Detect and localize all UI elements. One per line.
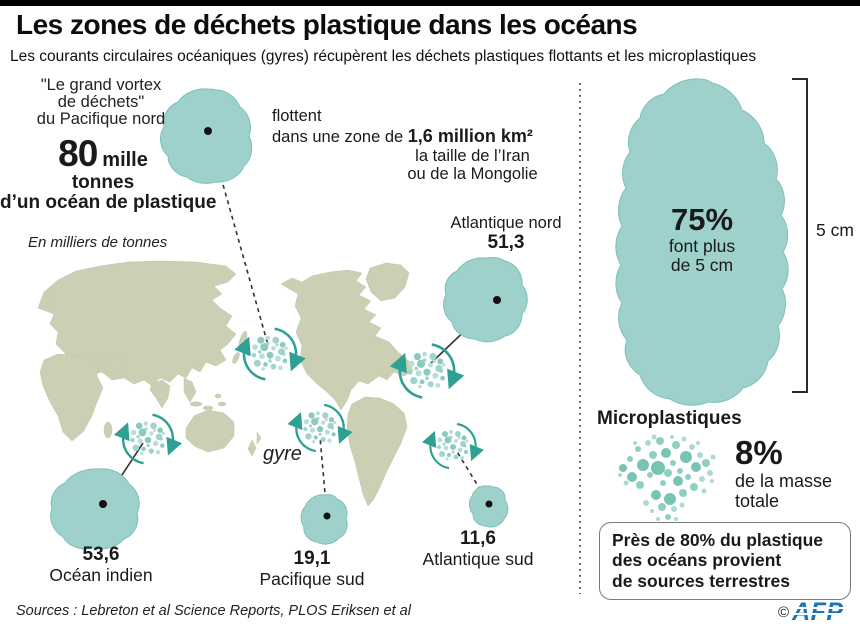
blob-north-pacific	[160, 88, 253, 184]
zone-label-south-atlantic: 11,6 Atlantique sud	[402, 529, 554, 569]
units-note: En milliers de tonnes	[28, 234, 168, 251]
waste-blobs	[50, 78, 789, 550]
microplastics-percent: 8%	[735, 434, 783, 471]
north-pacific-label-line3: du Pacifique nord	[36, 109, 166, 128]
page-title: Les zones de déchets plastique dans les …	[16, 9, 638, 40]
note-box-line3: de sources terrestres	[612, 570, 791, 591]
area-comparison-line2: ou de la Mongolie	[407, 165, 538, 184]
north-pacific-value-line2: tonnes	[71, 172, 135, 193]
note-box-line1: Près de 80% du plastique	[612, 530, 824, 550]
float-zone-line2-text: dans une zone de	[272, 128, 404, 147]
gyre-icon-north-pacific	[244, 329, 296, 380]
top-bar	[0, 0, 860, 6]
float-zone-text: flottent dans une zone de 1,6 million km…	[272, 106, 533, 148]
float-zone-line2: dans une zone de 1,6 million km²	[272, 126, 533, 148]
microplastics-stats: 8% de la masse totale	[735, 434, 833, 511]
zone-label-north-atlantic: Atlantique nord 51,3	[420, 214, 592, 253]
zone-value: 53,6	[82, 544, 120, 565]
microplastics-caption-line2: totale	[735, 490, 780, 511]
zone-label-south-pacific: 19,1 Pacifique sud	[236, 549, 388, 589]
note-box-line2: des océans provient	[612, 550, 782, 571]
microplastics-title: Microplastiques	[597, 408, 742, 429]
size-caption-line1: font plus	[668, 236, 736, 257]
zone-name: Océan indien	[49, 564, 153, 585]
afp-logo-stripe	[790, 613, 846, 615]
north-pacific-value: 80 mille tonnes d’un océan de plastique	[0, 135, 217, 213]
size-percent: 75%	[670, 202, 734, 237]
blob-north-atlantic	[443, 256, 528, 343]
gyre-label: gyre	[263, 443, 302, 465]
blob-indian	[50, 468, 140, 550]
area-comparison: la taille de l’Iran ou de la Mongolie	[385, 147, 560, 183]
area-comparison-line1: la taille de l’Iran	[415, 147, 530, 165]
page-subtitle: Les courants circulaires océaniques (gyr…	[10, 48, 757, 65]
anchor-dots	[99, 127, 501, 520]
north-pacific-value-row: 80 mille	[0, 135, 206, 172]
size-panel-caption: 75% font plus de 5 cm	[618, 202, 786, 276]
zone-value: 19,1	[293, 548, 331, 569]
float-zone-area-value: 1,6 million km²	[407, 126, 533, 147]
note-box: Près de 80% du plastique des océans prov…	[599, 522, 851, 600]
north-pacific-label-line1: "Le grand vortex	[40, 76, 162, 94]
afp-logo: AFP	[790, 598, 846, 627]
afp-logo-text: AFP	[792, 598, 844, 626]
microplastics-caption-line1: de la masse	[735, 470, 833, 491]
north-pacific-value-unit: mille	[102, 149, 148, 171]
float-zone-line1: flottent	[272, 107, 322, 125]
blob-south-pacific	[300, 494, 348, 545]
afp-credit: © AFP	[778, 598, 846, 627]
zone-value: 11,6	[460, 528, 496, 549]
gyre-icon-indian	[123, 415, 173, 463]
copyright-symbol: ©	[778, 604, 790, 621]
north-pacific-value-number: 80	[58, 133, 98, 174]
north-pacific-label: "Le grand vortex de déchets" du Pacifiqu…	[0, 77, 202, 127]
world-map	[37, 260, 414, 507]
north-pacific-value-line3: d’un océan de plastique	[0, 192, 217, 213]
microplastics-cluster-icon	[618, 434, 716, 533]
zone-name: Atlantique sud	[422, 548, 534, 569]
afp-logo-stripe	[790, 607, 846, 609]
size-caption-line2: de 5 cm	[670, 255, 734, 276]
zone-name: Atlantique nord	[450, 214, 562, 232]
scale-label: 5 cm	[816, 220, 854, 240]
gyre-icon-south-atlantic	[430, 424, 475, 468]
zone-label-indian: 53,6 Océan indien	[25, 545, 177, 585]
zone-value: 51,3	[487, 231, 525, 253]
sources-note: Sources : Lebreton et al Science Reports…	[16, 603, 411, 619]
blob-size-reference	[615, 78, 789, 406]
scale-bracket	[792, 78, 808, 393]
zone-name: Pacifique sud	[259, 568, 365, 589]
north-pacific-label-line2: de déchets"	[57, 92, 145, 111]
